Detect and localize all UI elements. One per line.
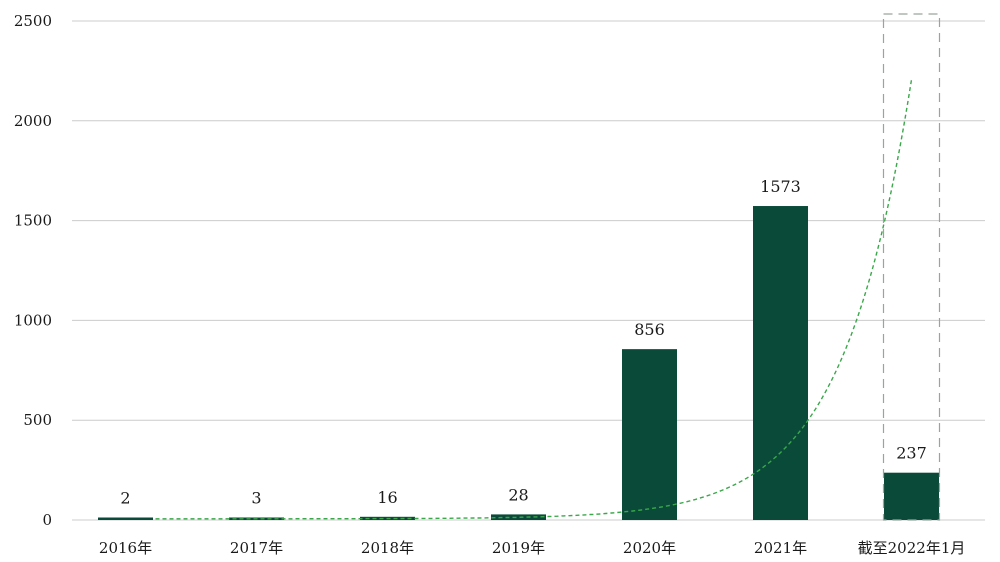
trend-curve-path bbox=[155, 79, 913, 520]
y-tick-label: 0 bbox=[42, 511, 52, 529]
highlight-box bbox=[882, 13, 941, 521]
data-label-5: 1573 bbox=[760, 177, 801, 196]
x-tick-label-0: 2016年 bbox=[99, 539, 152, 557]
x-tick-label-5: 2021年 bbox=[754, 539, 807, 557]
data-label-0: 2 bbox=[120, 489, 130, 508]
y-tick-label: 1500 bbox=[14, 212, 52, 230]
gridlines bbox=[72, 20, 985, 521]
x-tick-label-3: 2019年 bbox=[492, 539, 545, 557]
bar-0 bbox=[98, 517, 153, 520]
data-label-4: 856 bbox=[634, 320, 665, 339]
y-tick-label: 500 bbox=[23, 411, 52, 429]
x-tick-label-2: 2018年 bbox=[361, 539, 414, 557]
highlight-box-rect bbox=[882, 13, 941, 521]
data-label-3: 28 bbox=[508, 485, 528, 504]
data-label-1: 3 bbox=[251, 489, 261, 508]
data-label-2: 16 bbox=[377, 488, 397, 507]
bar-6 bbox=[884, 472, 939, 520]
x-axis-tick-labels: 2016年 2017年 2018年 2019年 2020年 2021年 截至2022年1月 bbox=[99, 539, 965, 557]
x-tick-label-6: 截至2022年1月 bbox=[858, 539, 966, 557]
x-tick-label-4: 2020年 bbox=[623, 539, 676, 557]
y-tick-label: 2500 bbox=[14, 12, 52, 30]
data-labels: 2 3 16 28 856 1573 237 bbox=[120, 177, 926, 507]
bar-3 bbox=[491, 514, 546, 520]
y-tick-label: 2000 bbox=[14, 112, 52, 130]
bars bbox=[98, 206, 939, 520]
bar-5 bbox=[753, 206, 808, 520]
y-axis-tick-labels: 0 500 1000 1500 2000 2500 bbox=[14, 12, 52, 529]
bar-4 bbox=[622, 349, 677, 520]
y-tick-label: 1000 bbox=[14, 311, 52, 329]
data-label-6: 237 bbox=[896, 444, 927, 463]
x-tick-label-1: 2017年 bbox=[230, 539, 283, 557]
trend-curve bbox=[155, 79, 913, 520]
